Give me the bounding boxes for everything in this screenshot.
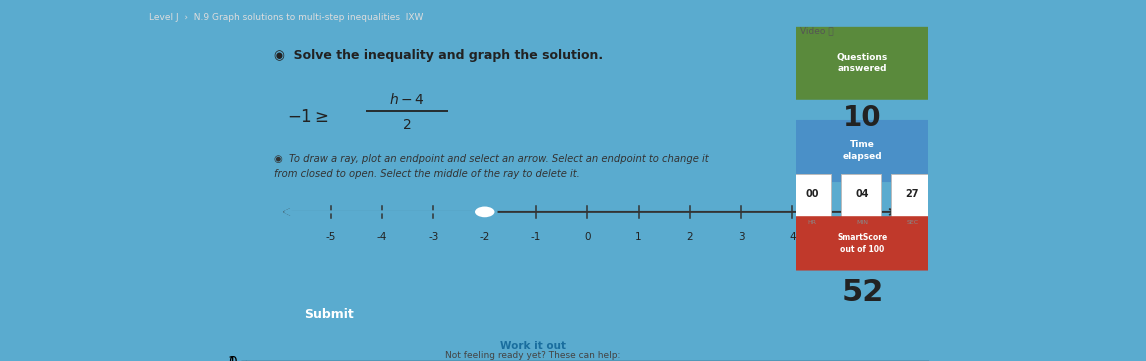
Text: -1: -1	[531, 232, 541, 242]
FancyBboxPatch shape	[791, 27, 934, 100]
Text: 04: 04	[856, 190, 869, 200]
Text: 00: 00	[806, 190, 819, 200]
Text: 3: 3	[738, 232, 745, 242]
Text: Video Ⓣ: Video Ⓣ	[800, 26, 833, 35]
FancyBboxPatch shape	[791, 216, 934, 270]
Text: $h-4$: $h-4$	[388, 92, 424, 107]
Text: 10: 10	[843, 104, 881, 132]
Text: ◉  Solve the inequality and graph the solution.: ◉ Solve the inequality and graph the sol…	[274, 48, 603, 61]
Text: Not feeling ready yet? These can help:: Not feeling ready yet? These can help:	[445, 351, 620, 360]
Text: 0: 0	[584, 232, 590, 242]
Text: SEC: SEC	[906, 220, 918, 225]
Text: Submit: Submit	[305, 308, 354, 322]
Text: -5: -5	[325, 232, 336, 242]
FancyBboxPatch shape	[892, 174, 931, 218]
Text: -4: -4	[377, 232, 387, 242]
Text: 4: 4	[790, 232, 795, 242]
Text: Work it out: Work it out	[500, 340, 566, 351]
Text: SmartScore
out of 100: SmartScore out of 100	[838, 234, 887, 253]
Text: Level J  ›  N.9 Graph solutions to multi-step inequalities  IXW: Level J › N.9 Graph solutions to multi-s…	[149, 13, 423, 22]
Text: Time
elapsed: Time elapsed	[842, 140, 882, 161]
Text: 27: 27	[905, 190, 919, 200]
Text: 52: 52	[841, 278, 884, 307]
Text: -2: -2	[479, 232, 490, 242]
Text: 2: 2	[686, 232, 693, 242]
Circle shape	[473, 205, 496, 219]
FancyBboxPatch shape	[791, 120, 934, 182]
Text: $-1 \geq$: $-1 \geq$	[288, 108, 329, 126]
Text: 5: 5	[840, 232, 847, 242]
Text: MIN: MIN	[856, 220, 869, 225]
Text: Questions
answered: Questions answered	[837, 53, 888, 73]
Text: -3: -3	[429, 232, 439, 242]
Text: HR: HR	[808, 220, 817, 225]
FancyBboxPatch shape	[841, 174, 881, 218]
Text: ◉  To draw a ray, plot an endpoint and select an arrow. Select an endpoint to ch: ◉ To draw a ray, plot an endpoint and se…	[274, 154, 708, 179]
Text: $2$: $2$	[402, 118, 411, 131]
FancyBboxPatch shape	[791, 174, 831, 218]
Text: 1: 1	[635, 232, 642, 242]
